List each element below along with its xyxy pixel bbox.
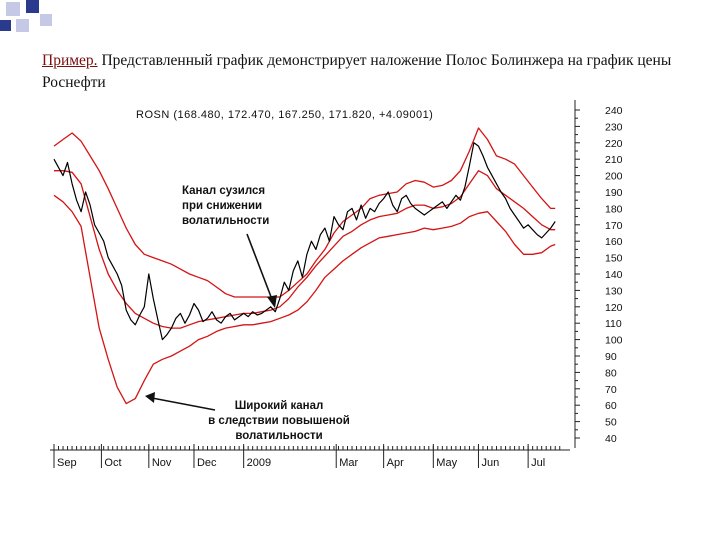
y-tick-label: 200 (605, 171, 623, 183)
corner-square (40, 14, 52, 26)
middle-line (54, 170, 556, 329)
annotation-arrow (151, 397, 216, 411)
annotation-line: в следствии повышеной (208, 415, 350, 427)
y-tick-label: 180 (605, 203, 623, 215)
annotation-line: при снижении (182, 200, 262, 212)
y-tick-label: 150 (605, 253, 623, 265)
chart-title: ROSN (168.480, 172.470, 167.250, 171.820… (136, 109, 433, 121)
x-tick-label: Nov (152, 457, 172, 469)
x-tick-label: Jun (481, 457, 499, 469)
chart-lines (53, 127, 556, 405)
arrow-head (145, 392, 155, 403)
annotation-line: волатильности (182, 215, 269, 227)
y-tick-label: 90 (605, 351, 617, 363)
x-tick-label: Jul (531, 457, 545, 469)
y-tick-label: 100 (605, 335, 623, 347)
caption-text: Представленный график демонстрирует нало… (42, 52, 672, 91)
y-tick-label: 70 (605, 384, 617, 396)
corner-square (16, 19, 29, 32)
y-tick-label: 40 (605, 433, 617, 445)
y-tick-label: 140 (605, 269, 623, 281)
y-tick-label: 60 (605, 400, 617, 412)
y-tick-label: 230 (605, 121, 623, 133)
caption-lead: Пример. (42, 52, 98, 69)
arrow-head (267, 295, 277, 308)
x-tick-label: Dec (197, 457, 217, 469)
annotation-line: волатильности (235, 430, 322, 442)
y-tick-label: 120 (605, 302, 623, 314)
upper-line (53, 127, 556, 298)
x-tick-label: 2009 (247, 457, 271, 469)
x-tick-label: May (436, 457, 457, 469)
y-tick-label: 220 (605, 138, 623, 150)
y-tick-label: 160 (605, 236, 623, 248)
y-tick-label: 190 (605, 187, 623, 199)
corner-decoration (0, 0, 52, 32)
y-tick-label: 240 (605, 105, 623, 117)
x-tick-label: Oct (104, 457, 121, 469)
y-tick-label: 110 (605, 318, 622, 330)
annotation-arrow (246, 233, 274, 303)
x-tick-label: Apr (387, 457, 404, 469)
price-line (53, 142, 556, 341)
axes: 40 50 60 70 80 90 100 110 120 130 140 150 160 170 180 1… (50, 100, 623, 469)
corner-square (6, 2, 20, 16)
x-tick-label: Mar (339, 457, 358, 469)
corner-square (0, 20, 11, 31)
slide-caption: Пример. Представленный график демонстрир… (42, 50, 702, 94)
corner-square (26, 0, 39, 13)
annotations: Канал сузился при снижении волатильности Ши… (145, 185, 350, 442)
x-tick-label: Sep (57, 457, 77, 469)
y-tick-label: 210 (605, 154, 623, 166)
annotation-line: Широкий канал (235, 400, 324, 412)
y-tick-label: 50 (605, 417, 617, 429)
y-tick-label: 170 (605, 220, 623, 232)
y-tick-label: 130 (605, 285, 623, 297)
annotation-line: Канал сузился (182, 185, 265, 197)
lower-line (53, 194, 556, 405)
y-tick-label: 80 (605, 367, 617, 379)
